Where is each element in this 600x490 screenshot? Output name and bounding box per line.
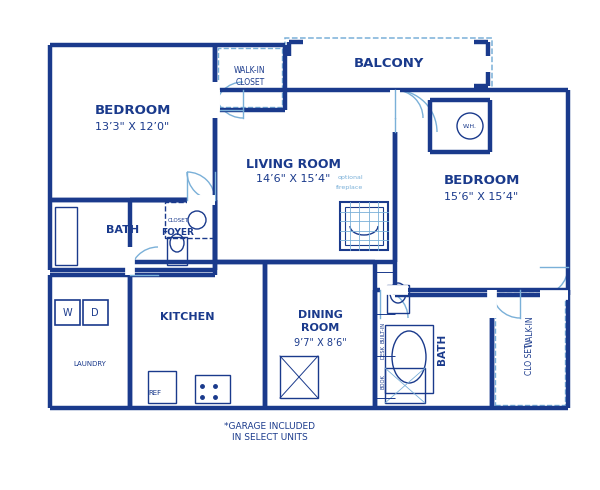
Text: BALCONY: BALCONY bbox=[353, 57, 424, 71]
Text: fireplace: fireplace bbox=[337, 186, 364, 191]
Bar bbox=[55, 300, 80, 325]
Text: CLO SET: CLO SET bbox=[526, 343, 535, 375]
Text: BEDROOM: BEDROOM bbox=[94, 104, 170, 117]
Text: DINING: DINING bbox=[298, 310, 343, 320]
Text: WALK-IN: WALK-IN bbox=[526, 315, 535, 347]
Text: D: D bbox=[91, 308, 99, 318]
Text: ROOM: ROOM bbox=[301, 323, 339, 333]
Text: BEDROOM: BEDROOM bbox=[443, 174, 520, 187]
Text: CLOSET: CLOSET bbox=[168, 218, 189, 222]
Bar bbox=[165, 202, 215, 238]
Text: W: W bbox=[62, 308, 72, 318]
Text: BUILT-IN: BUILT-IN bbox=[380, 321, 386, 343]
Text: W.H.: W.H. bbox=[463, 123, 477, 128]
Text: BOOK: BOOK bbox=[380, 374, 386, 390]
Text: BATH: BATH bbox=[106, 225, 139, 235]
Bar bbox=[340, 202, 388, 250]
Bar bbox=[195, 375, 230, 403]
Text: WALK-IN: WALK-IN bbox=[234, 66, 266, 75]
Text: BATH: BATH bbox=[437, 333, 446, 365]
Text: DESK: DESK bbox=[380, 345, 386, 359]
Text: *GARAGE INCLUDED
IN SELECT UNITS: *GARAGE INCLUDED IN SELECT UNITS bbox=[224, 422, 316, 441]
Text: CLOSET: CLOSET bbox=[235, 78, 265, 87]
Text: KITCHEN: KITCHEN bbox=[160, 312, 215, 322]
Bar bbox=[385, 368, 425, 403]
Text: 13’3" X 12’0": 13’3" X 12’0" bbox=[95, 122, 170, 131]
Text: 15’6" X 15’4": 15’6" X 15’4" bbox=[445, 192, 518, 201]
Text: LIVING ROOM: LIVING ROOM bbox=[245, 157, 340, 171]
Text: optional: optional bbox=[337, 175, 363, 180]
Text: 14’6" X 15’4": 14’6" X 15’4" bbox=[256, 174, 330, 184]
Text: 9’7" X 8’6": 9’7" X 8’6" bbox=[293, 338, 346, 348]
Bar bbox=[280, 356, 318, 398]
Bar bbox=[167, 237, 187, 265]
Text: LAUNDRY: LAUNDRY bbox=[74, 361, 106, 367]
Bar bbox=[55, 207, 77, 265]
Bar bbox=[387, 285, 409, 313]
Bar bbox=[285, 38, 492, 90]
Text: REF: REF bbox=[148, 390, 161, 396]
Bar bbox=[385, 325, 433, 393]
Bar bbox=[148, 371, 176, 403]
Bar bbox=[495, 293, 565, 405]
Bar bbox=[345, 207, 383, 245]
Bar bbox=[83, 300, 108, 325]
Bar bbox=[218, 48, 282, 107]
Text: FOYER: FOYER bbox=[161, 228, 194, 237]
